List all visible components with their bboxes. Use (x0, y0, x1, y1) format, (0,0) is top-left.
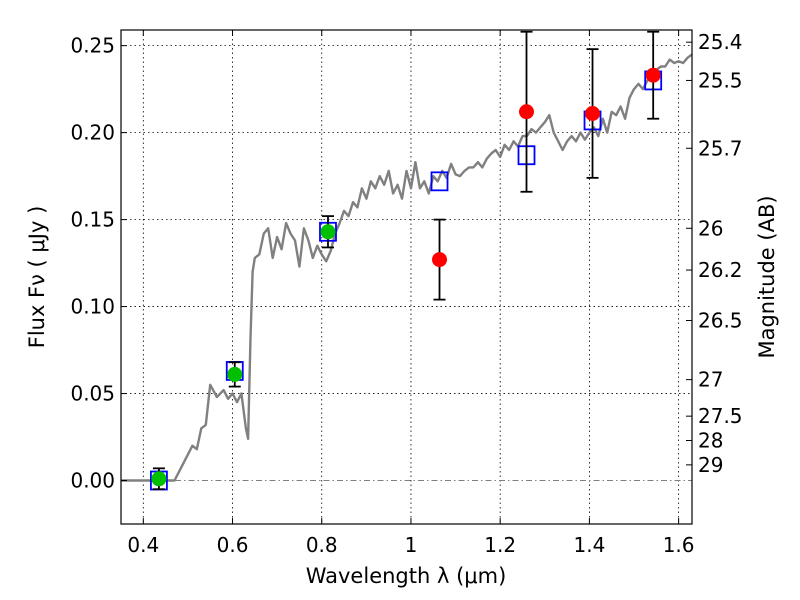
y-axis-title: Flux Fν ( μJy ) (25, 206, 49, 349)
y2-tick-label: 26.2 (698, 258, 743, 282)
y2-tick-label: 27 (698, 368, 723, 392)
detection-point (151, 471, 167, 487)
x-tick-label: 1.2 (484, 533, 516, 557)
y2-axis-title: Magnitude (AB) (755, 195, 779, 358)
x-tick-label: 0.6 (217, 533, 249, 557)
y-tick-label: 0.25 (70, 34, 115, 58)
x-tick-label: 0.4 (127, 533, 159, 557)
y-tick-label: 0.15 (70, 208, 115, 232)
near-ir-point (645, 67, 661, 83)
x-tick-label: 1.4 (573, 533, 605, 557)
model-photometry-box (430, 171, 449, 192)
y2-tick-label: 25.5 (698, 68, 743, 92)
near-ir-point (518, 104, 534, 120)
axis-ticks: 0.4 0.6 0.8 1 1.2 1.4 1.6 0.00 0.05 0.10 0.15 0.20 0… (70, 30, 743, 557)
y2-tick-label: 26 (698, 216, 723, 240)
y2-tick-label: 26.5 (698, 308, 743, 332)
x-tick-label: 1.6 (663, 533, 695, 557)
y2-tick-label: 25.4 (698, 30, 743, 54)
y2-tick-label: 29 (698, 453, 723, 477)
plot-frame (120, 29, 693, 525)
near-ir-point (432, 252, 448, 268)
y-tick-label: 0.10 (70, 295, 115, 319)
y2-tick-label: 28 (698, 429, 723, 453)
plot-background (121, 30, 692, 524)
detection-point (320, 224, 336, 240)
near-ir-point (585, 105, 601, 121)
y-tick-label: 0.05 (70, 382, 115, 406)
y2-tick-label: 25.7 (698, 136, 743, 160)
detection-point (227, 366, 243, 382)
y-tick-label: 0.20 (70, 121, 115, 145)
y2-tick-label: 27.5 (698, 404, 743, 428)
x-tick-label: 1 (405, 533, 418, 557)
x-axis-title: Wavelength λ (μm) (306, 564, 507, 588)
x-tick-label: 0.8 (306, 533, 338, 557)
data-marks (121, 30, 693, 491)
y-tick-label: 0.00 (70, 469, 115, 493)
